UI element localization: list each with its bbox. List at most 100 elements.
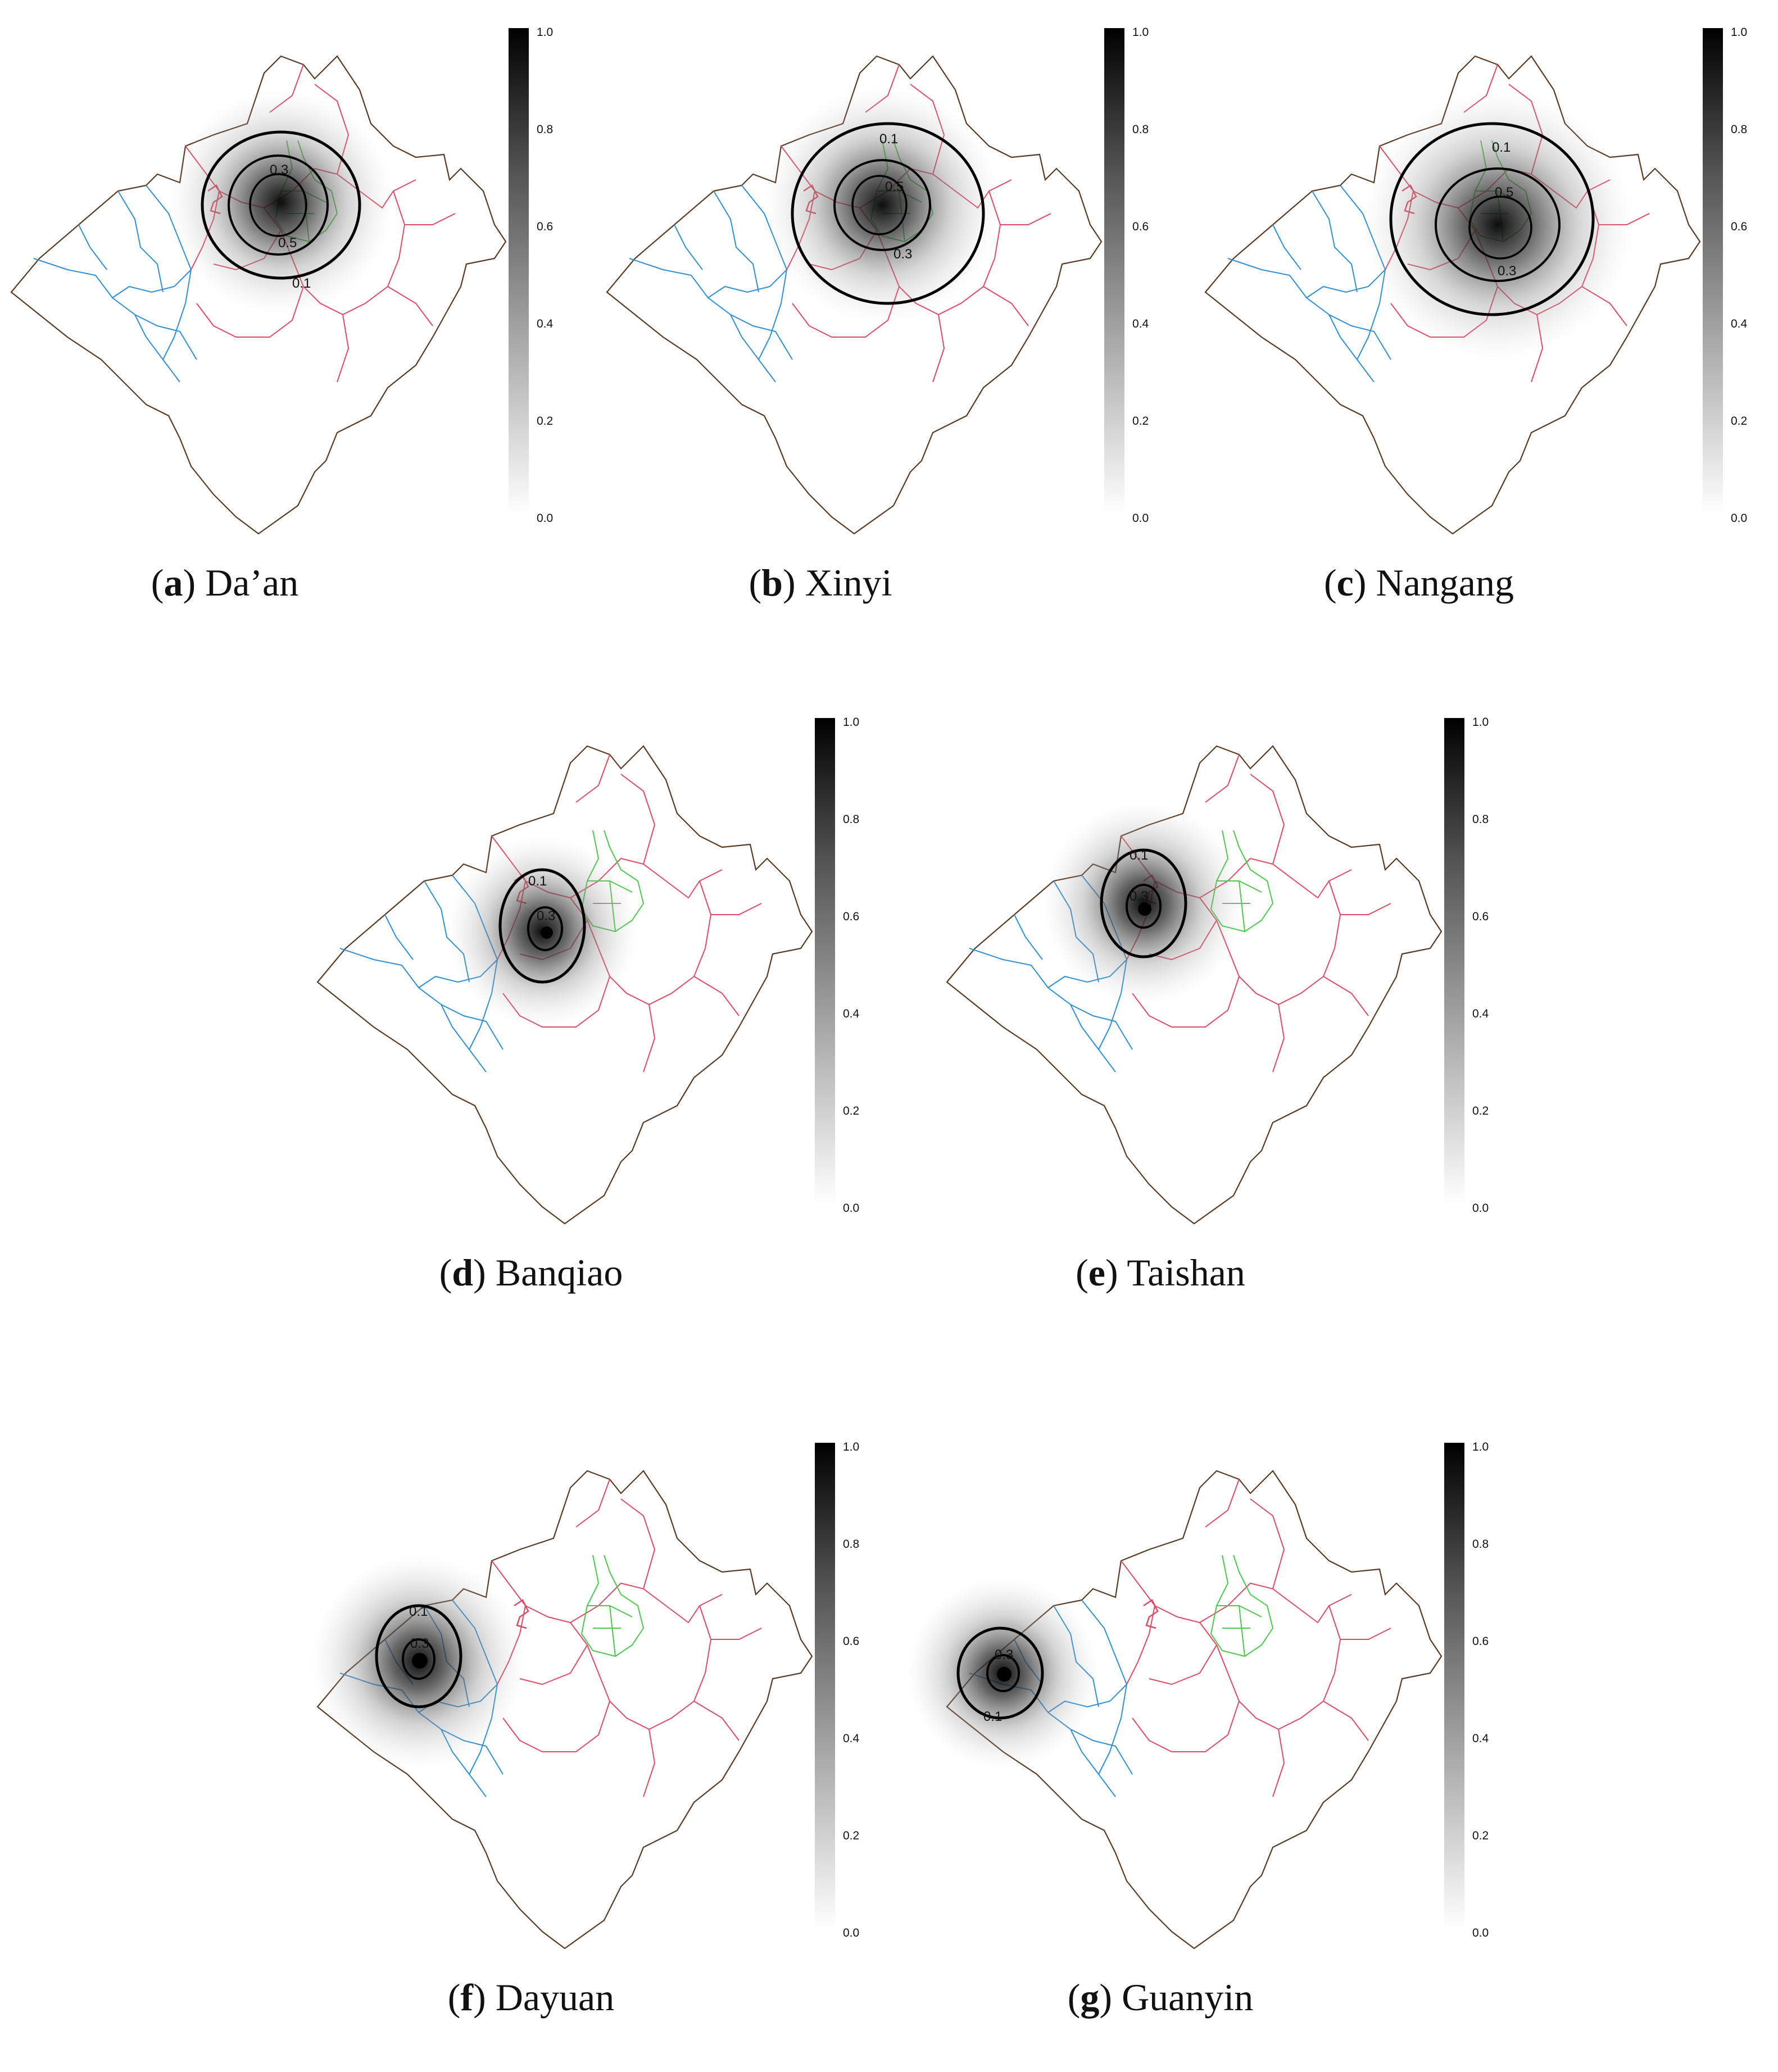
caption-letter-g: g	[1080, 1976, 1100, 2019]
colorbar-d	[815, 718, 835, 1204]
contour-c-2	[1435, 167, 1561, 282]
contour-a-2	[228, 155, 329, 256]
tick-b-2: 0.8	[1132, 123, 1149, 136]
tick-c-1: 1.0	[1731, 26, 1747, 39]
contour-f-2	[402, 1638, 436, 1680]
contour-label-b-2: 0.5	[885, 179, 904, 194]
contour-d-1	[498, 868, 586, 984]
tick-c-2: 0.8	[1731, 123, 1747, 136]
map-c: 0.1 0.5 0.3 1.0 0.8 0.6 0.4 0.2 0.0	[1204, 26, 1748, 535]
tick-b-3: 0.6	[1132, 220, 1149, 233]
tick-f-3: 0.6	[843, 1635, 859, 1648]
panel-f: 0.1 0.3 1.0 0.8 0.6 0.4 0.2 0.0 (f) Dayu…	[306, 1437, 868, 2021]
contour-label-f-2: 0.3	[410, 1636, 429, 1651]
contour-label-f-1: 0.1	[409, 1604, 428, 1619]
tick-c-4: 0.4	[1731, 317, 1748, 330]
heat-a	[169, 90, 393, 315]
peak-e	[1138, 902, 1151, 916]
contour-a-1	[201, 130, 361, 280]
colorbar-ticks-b: 1.0 0.8 0.6 0.4 0.2 0.0	[1132, 26, 1149, 525]
panel-b: 0.1 0.5 0.3 1.0 0.8 0.6 0.4 0.2 0.0 (b) …	[596, 22, 1158, 607]
tick-a-2: 0.8	[537, 123, 553, 136]
map-b: 0.1 0.5 0.3 1.0 0.8 0.6 0.4 0.2 0.0	[606, 26, 1149, 535]
colorbar-g	[1444, 1443, 1464, 1929]
tick-d-2: 0.8	[843, 813, 859, 826]
contour-g-2	[986, 1654, 1020, 1692]
colorbar-ticks-d: 1.0 0.8 0.6 0.4 0.2 0.0	[843, 716, 860, 1215]
tick-a-5: 0.2	[537, 415, 553, 428]
tick-b-5: 0.2	[1132, 415, 1149, 428]
tick-g-1: 1.0	[1472, 1441, 1489, 1453]
contour-label-g-2: 0.1	[983, 1709, 1002, 1724]
peak-d	[541, 926, 553, 939]
contour-label-a-1: 0.3	[270, 162, 288, 178]
caption-name-g: Guanyin	[1122, 1976, 1254, 2019]
tick-f-6: 0.0	[843, 1926, 859, 1939]
contour-a-3	[249, 173, 307, 237]
tick-a-4: 0.4	[537, 317, 554, 330]
tick-c-3: 0.6	[1731, 220, 1747, 233]
caption-b: (b) Xinyi	[749, 561, 892, 604]
tick-a-3: 0.6	[537, 220, 553, 233]
contour-label-b-3: 0.3	[893, 247, 912, 262]
contour-f-1	[375, 1604, 462, 1709]
caption-g: (g) Guanyin	[1067, 1976, 1254, 2019]
contour-label-c-3: 0.3	[1498, 263, 1516, 279]
tick-d-6: 0.0	[843, 1202, 859, 1215]
colorbar-ticks-e: 1.0 0.8 0.6 0.4 0.2 0.0	[1472, 716, 1489, 1215]
tick-e-5: 0.2	[1472, 1105, 1489, 1117]
contour-label-b-1: 0.1	[879, 131, 898, 147]
caption-c: (c) Nangang	[1324, 561, 1514, 604]
caption-name-b: Xinyi	[805, 561, 892, 604]
panel-c: 0.1 0.5 0.3 1.0 0.8 0.6 0.4 0.2 0.0 (c) …	[1194, 22, 1756, 607]
colorbar-b	[1104, 28, 1124, 514]
contour-e-1	[1100, 848, 1187, 958]
caption-name-a: Da’an	[205, 561, 299, 604]
contour-e-2	[1126, 884, 1162, 929]
tick-g-6: 0.0	[1472, 1926, 1489, 1939]
map-f: 0.1 0.3 1.0 0.8 0.6 0.4 0.2 0.0	[312, 1441, 860, 1950]
tick-g-4: 0.4	[1472, 1732, 1489, 1745]
tick-c-6: 0.0	[1731, 512, 1747, 525]
peak-g	[997, 1667, 1012, 1682]
map-e: 0.1 0.3 1.0 0.8 0.6 0.4 0.2 0.0	[946, 716, 1489, 1225]
panel-d: 0.1 0.3 1.0 0.8 0.6 0.4 0.2 0.0 (d) Banq…	[306, 712, 868, 1297]
tick-d-3: 0.6	[843, 910, 859, 923]
tick-b-6: 0.0	[1132, 512, 1149, 525]
contour-label-c-2: 0.5	[1495, 185, 1513, 200]
caption-name-f: Dayuan	[495, 1976, 615, 2019]
tick-d-1: 1.0	[843, 716, 859, 729]
tick-e-4: 0.4	[1472, 1007, 1489, 1020]
contour-label-e-2: 0.3	[1130, 889, 1148, 904]
contour-g-1	[956, 1626, 1044, 1720]
tick-b-1: 1.0	[1132, 26, 1149, 39]
tick-g-5: 0.2	[1472, 1829, 1489, 1842]
colorbar-ticks-f: 1.0 0.8 0.6 0.4 0.2 0.0	[843, 1441, 860, 1939]
map-a: 0.3 0.5 0.1 1.0 0.8 0.6 0.4 0.2 0.0	[10, 26, 554, 535]
heat-c	[1363, 90, 1632, 360]
caption-name-e: Taishan	[1127, 1251, 1245, 1294]
tick-f-1: 1.0	[843, 1441, 859, 1453]
caption-f: (f) Dayuan	[447, 1976, 615, 2019]
map-d: 0.1 0.3 1.0 0.8 0.6 0.4 0.2 0.0	[316, 716, 860, 1225]
contour-d-2	[527, 906, 563, 951]
tick-g-2: 0.8	[1472, 1538, 1489, 1551]
contour-c-1	[1389, 122, 1595, 316]
tick-d-5: 0.2	[843, 1105, 859, 1117]
panel-g: 0.3 0.1 1.0 0.8 0.6 0.4 0.2 0.0 (g) Guan…	[908, 1437, 1498, 2021]
tick-f-2: 0.8	[843, 1538, 859, 1551]
contour-label-g-1: 0.3	[995, 1647, 1013, 1662]
caption-letter-b: b	[761, 561, 783, 604]
tick-a-1: 1.0	[537, 26, 553, 39]
caption-letter-a: a	[164, 561, 183, 604]
tick-e-1: 1.0	[1472, 716, 1489, 729]
caption-name-c: Nangang	[1376, 561, 1514, 604]
contour-label-d-2: 0.3	[537, 908, 555, 924]
colorbar-ticks-a: 1.0 0.8 0.6 0.4 0.2 0.0	[537, 26, 554, 525]
caption-letter-c: c	[1336, 561, 1354, 604]
colorbar-a	[509, 28, 529, 514]
contour-label-d-1: 0.1	[528, 874, 547, 889]
caption-letter-d: d	[452, 1251, 474, 1294]
colorbar-ticks-c: 1.0 0.8 0.6 0.4 0.2 0.0	[1731, 26, 1748, 525]
tick-d-4: 0.4	[843, 1007, 860, 1020]
